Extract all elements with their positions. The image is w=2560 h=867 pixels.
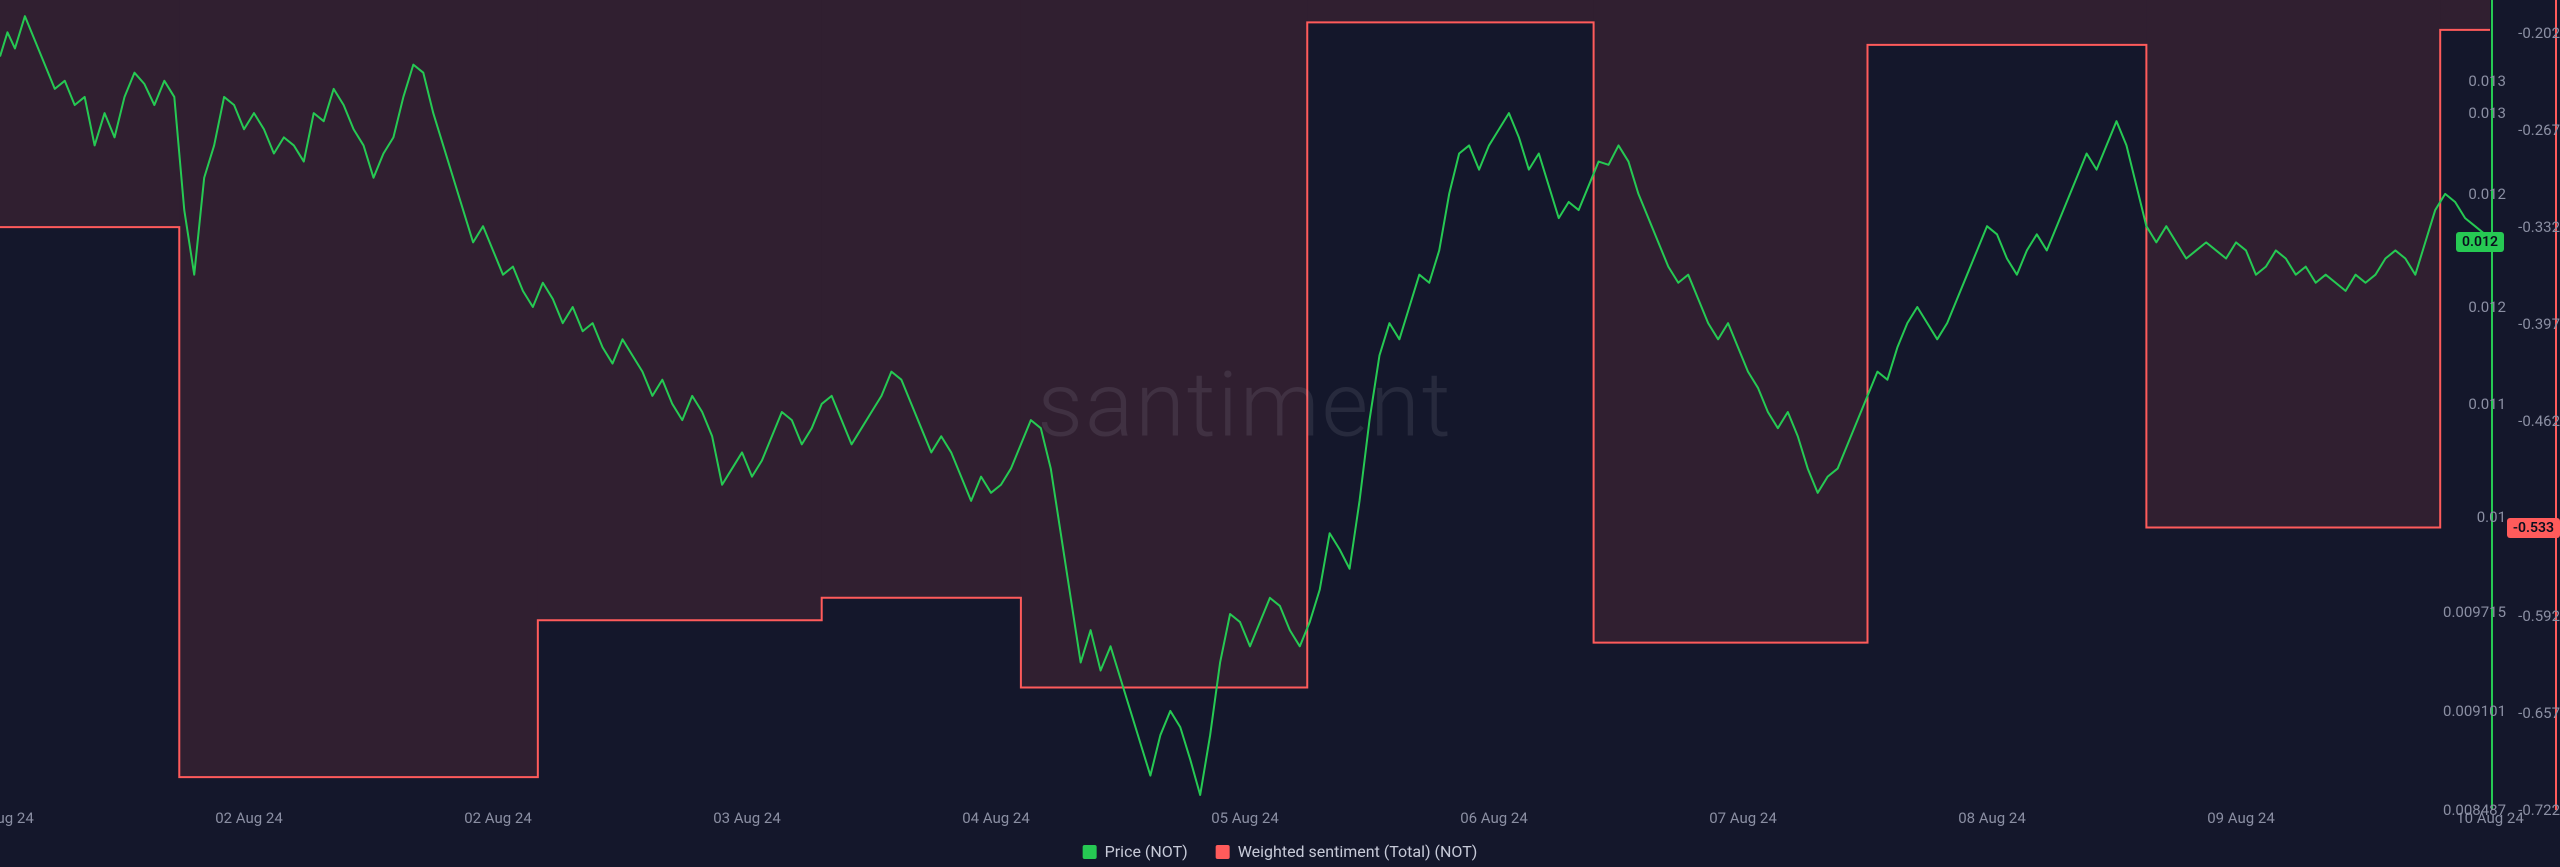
- y-axis-sentiment: -0.202-0.267-0.332-0.397-0.462-0.533-0.5…: [2512, 0, 2560, 810]
- y-tick-sentiment: -0.592: [2518, 607, 2560, 625]
- y-tick-sentiment: -0.332: [2518, 218, 2560, 236]
- x-tick: 10 Aug 24: [2456, 809, 2524, 827]
- x-tick: 04 Aug 24: [962, 809, 1030, 827]
- legend-label-sentiment: Weighted sentiment (Total) (NOT): [1238, 842, 1478, 861]
- chart-svg: [0, 0, 2490, 810]
- y-tick-sentiment: -0.722: [2518, 801, 2560, 819]
- legend: Price (NOT) Weighted sentiment (Total) (…: [1083, 842, 1478, 861]
- y-tick-sentiment: -0.267: [2518, 121, 2560, 139]
- y-tick-price: 0.009715: [2443, 603, 2506, 621]
- y-tick-price: 0.012: [2468, 185, 2506, 203]
- y-tick-price: 0.012: [2468, 298, 2506, 316]
- plot-area[interactable]: santiment: [0, 0, 2490, 810]
- x-tick: 01 Aug 24: [0, 809, 34, 827]
- price-current-badge: 0.012: [2456, 232, 2504, 252]
- x-tick: 03 Aug 24: [713, 809, 781, 827]
- legend-swatch-price: [1083, 845, 1097, 859]
- x-tick: 08 Aug 24: [1958, 809, 2026, 827]
- y-tick-sentiment: -0.202: [2518, 24, 2560, 42]
- y-tick-price: 0.011: [2468, 395, 2506, 413]
- y-tick-sentiment: -0.657: [2518, 704, 2560, 722]
- y-tick-sentiment: -0.462: [2518, 412, 2560, 430]
- legend-item-sentiment[interactable]: Weighted sentiment (Total) (NOT): [1216, 842, 1478, 861]
- y-tick-price: 0.013: [2468, 104, 2506, 122]
- x-tick: 06 Aug 24: [1460, 809, 1528, 827]
- y-tick-price: 0.009101: [2443, 702, 2506, 720]
- x-tick: 02 Aug 24: [215, 809, 283, 827]
- y-tick-price: 0.01: [2477, 508, 2506, 526]
- sentiment-area: [0, 0, 2490, 777]
- x-tick: 09 Aug 24: [2207, 809, 2275, 827]
- legend-item-price[interactable]: Price (NOT): [1083, 842, 1188, 861]
- legend-swatch-sentiment: [1216, 845, 1230, 859]
- x-tick: 07 Aug 24: [1709, 809, 1777, 827]
- legend-label-price: Price (NOT): [1105, 842, 1188, 861]
- sentiment-current-badge: -0.533: [2507, 518, 2560, 538]
- x-tick: 02 Aug 24: [464, 809, 532, 827]
- chart-container: santiment 0.0130.0130.0120.0120.0110.010…: [0, 0, 2560, 867]
- y-axis-price: 0.013 0.013 0.012 0.012 0.011 0.01 0.009715 0.0…: [2446, 0, 2506, 810]
- y-tick-sentiment: -0.397: [2518, 315, 2560, 333]
- x-tick: 05 Aug 24: [1211, 809, 1279, 827]
- x-axis: 01 Aug 24 02 Aug 24 02 Aug 24 03 Aug 24 04 A…: [0, 809, 2490, 829]
- y-tick-price: 0.013: [2468, 72, 2506, 90]
